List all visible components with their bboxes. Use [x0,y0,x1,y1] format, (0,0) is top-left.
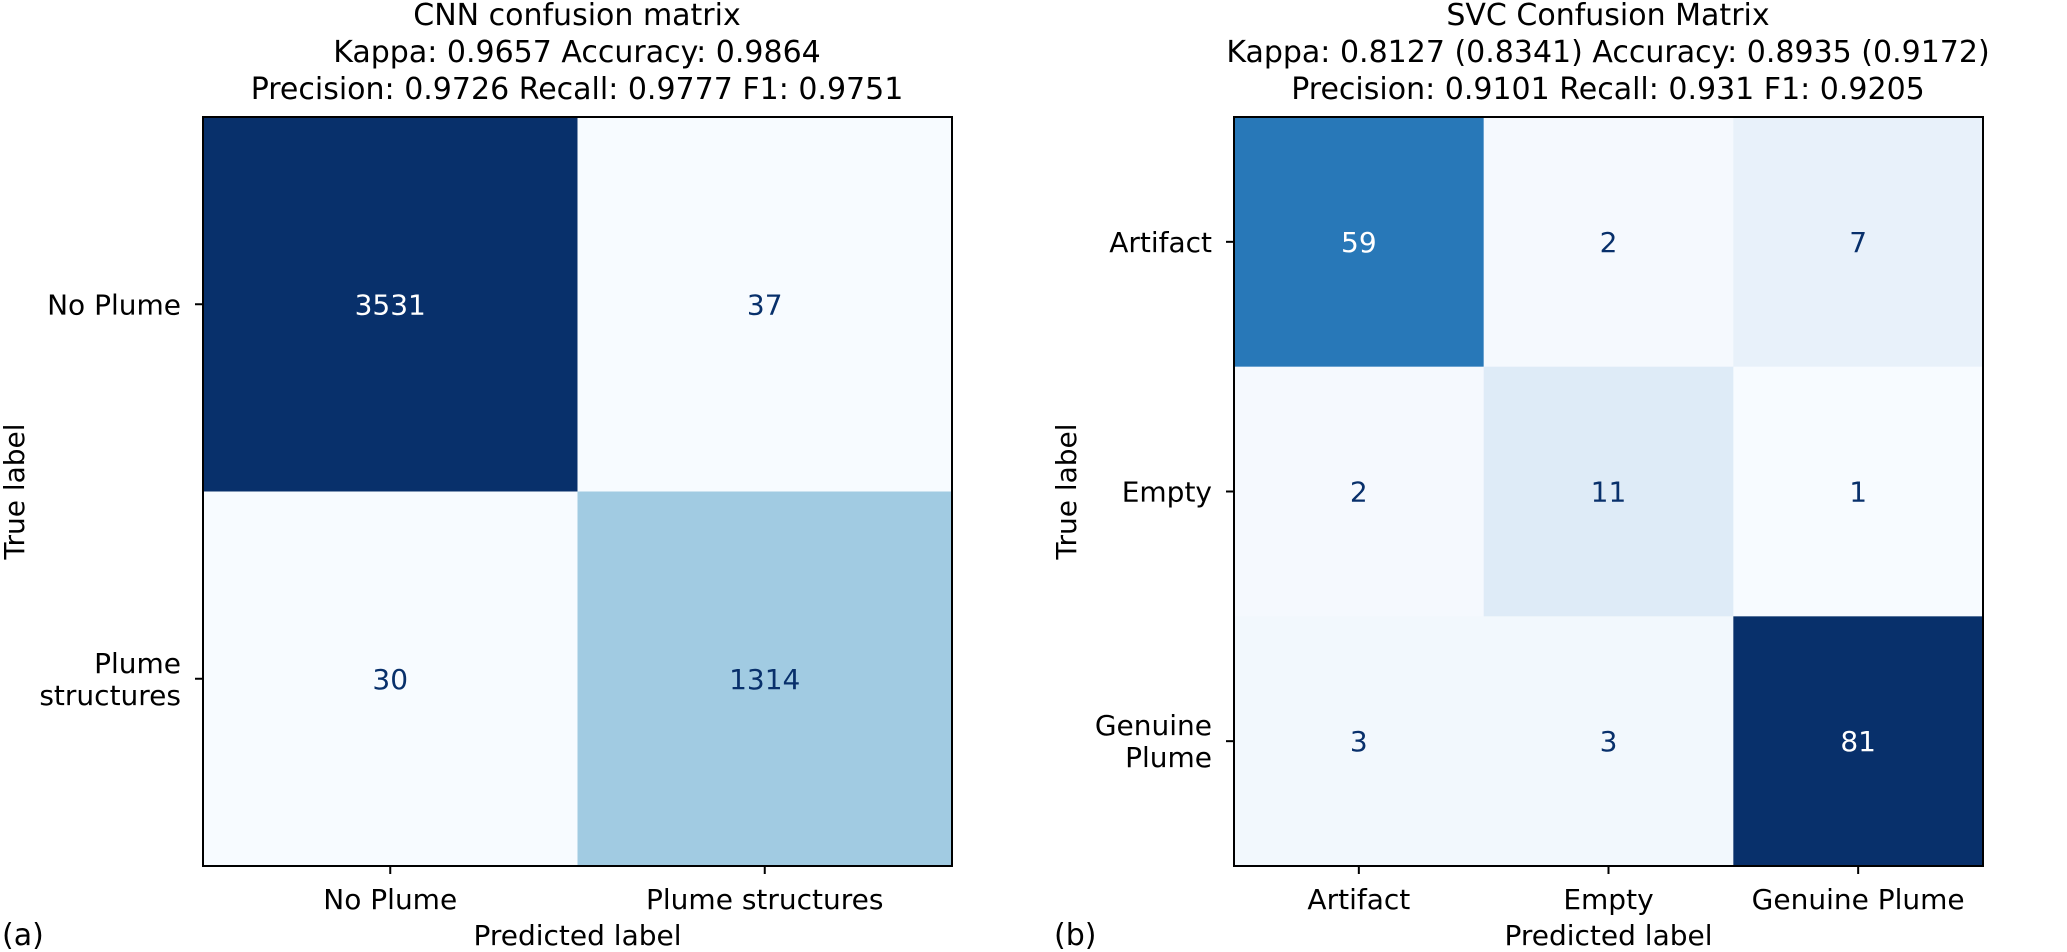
x-tick-label: No Plume [323,883,457,916]
cell-value-label: 59 [1341,226,1377,259]
cell-value-label: 1 [1849,476,1867,509]
metrics-line-2: Precision: 0.9726 Recall: 0.9777 F1: 0.9… [251,72,904,107]
matrix-cell [577,117,953,492]
matrix-cell [577,491,953,867]
y-tick-label: Empty [1122,476,1212,509]
matrix-cell [203,491,578,867]
matrix-cell [1483,616,1734,867]
x-tick-label: Genuine Plume [1752,883,1965,916]
plot-frame [202,116,953,867]
cell-value-label: 81 [1840,725,1876,758]
panel-label: (b) [1054,918,1096,952]
y-tick-label: Plume [1125,741,1212,774]
cell-value-label: 3531 [355,288,426,321]
metrics-line-1: Kappa: 0.9657 Accuracy: 0.9864 [333,35,821,70]
metrics-line-1: Kappa: 0.8127 (0.8341) Accuracy: 0.8935 … [1226,35,1989,70]
matrix-cell [1733,366,1984,617]
chart-title: CNN confusion matrix [413,0,740,33]
y-tick-label: No Plume [47,288,181,321]
matrix-cell [1733,616,1984,867]
x-tick-label: Plume structures [646,883,883,916]
matrix-cell [203,117,578,492]
matrix-cell [1733,117,1984,368]
cell-value-label: 37 [747,288,783,321]
cell-value-label: 7 [1849,226,1867,259]
matrix-cell [1483,366,1734,617]
cell-value-label: 1314 [729,663,800,696]
cell-value-label: 3 [1600,725,1618,758]
y-tick-label: Genuine [1095,709,1212,742]
y-tick-label: structures [39,679,181,712]
matrix-cell [1234,616,1485,867]
cell-value-label: 2 [1350,476,1368,509]
cell-value-label: 30 [372,663,408,696]
x-axis-label: Predicted label [1504,919,1712,952]
y-axis-label: True label [1050,423,1083,560]
chart-title: SVC Confusion Matrix [1446,0,1769,33]
matrix-cell [1234,366,1485,617]
matrix-cell [1234,117,1485,368]
cell-value-label: 2 [1600,226,1618,259]
y-tick-label: Artifact [1109,226,1212,259]
x-axis-label: Predicted label [473,919,681,952]
cell-value-label: 11 [1591,476,1627,509]
x-tick-label: Artifact [1307,883,1410,916]
metrics-line-2: Precision: 0.9101 Recall: 0.931 F1: 0.92… [1291,72,1925,107]
y-tick-label: Plume [94,647,181,680]
x-tick-label: Empty [1563,883,1653,916]
cell-value-label: 3 [1350,725,1368,758]
y-axis-label: True label [0,423,31,560]
matrix-cell [1483,117,1734,368]
panel-label: (a) [2,918,44,952]
